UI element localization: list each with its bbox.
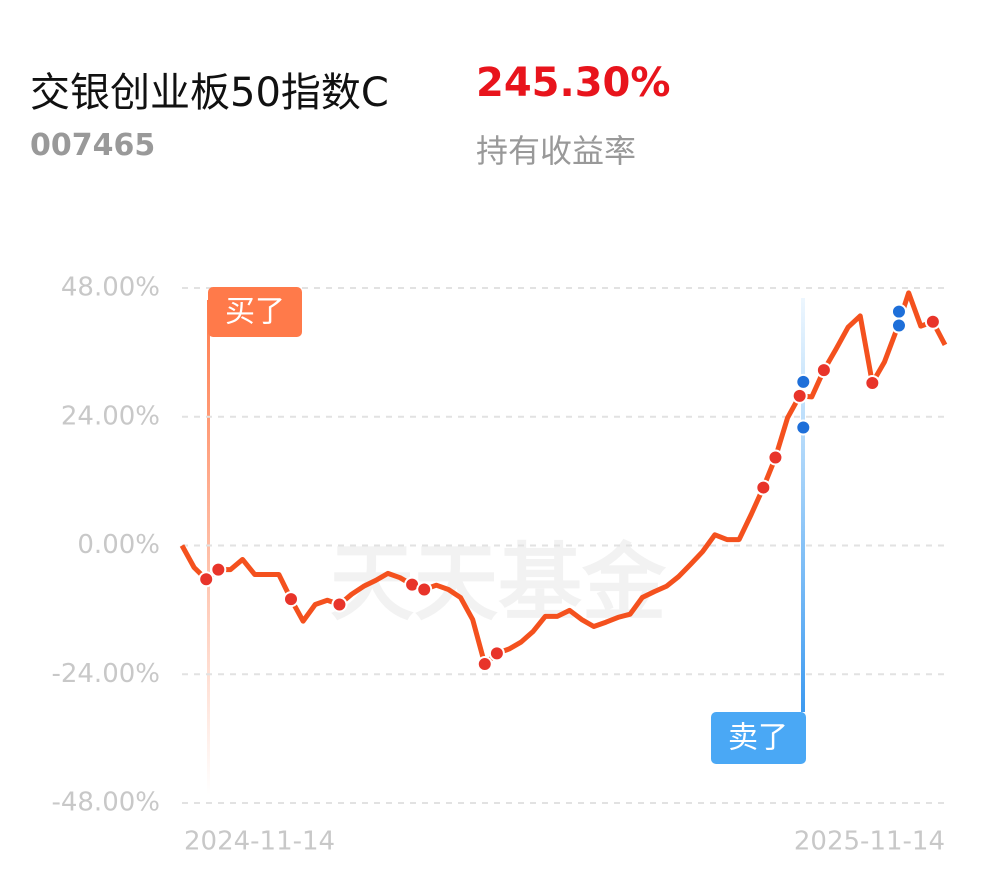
sell-label: 卖了 (728, 721, 788, 756)
buy-dot (488, 645, 505, 662)
y-tick-label: 24.00% (61, 401, 160, 431)
buy-dot (416, 581, 433, 598)
sell-dot (890, 303, 907, 320)
x-tick-label: 2025-11-14 (794, 827, 945, 857)
buy-dot (198, 571, 215, 588)
buy-dot (815, 362, 832, 379)
buy-dot (331, 596, 348, 613)
buy-dot (864, 374, 881, 391)
buy-dot (755, 479, 772, 496)
y-tick-label: 0.00% (77, 530, 160, 560)
sell-line (801, 298, 805, 712)
y-tick-label: 48.00% (61, 273, 160, 303)
sell-dot (890, 317, 907, 334)
sell-dot (795, 419, 812, 436)
holding-return-label: 持有收益率 (476, 132, 637, 170)
buy-dot (791, 387, 808, 404)
fund-name: 交银创业板50指数C (30, 70, 389, 116)
buy-dot (767, 449, 784, 466)
sell-badge (711, 712, 806, 764)
buy-dot (283, 591, 299, 608)
line (179, 290, 948, 667)
buy-dot (210, 561, 227, 578)
buy-line (207, 300, 210, 795)
y-tick-label: -24.00% (51, 659, 160, 689)
buy-dot (476, 656, 493, 673)
x-tick-label: 2024-11-14 (184, 827, 335, 857)
holding-return: 245.30% (476, 60, 671, 106)
y-tick-label: -48.00% (51, 788, 160, 818)
buy-dot (924, 313, 941, 330)
watermark: 天天基金 (330, 533, 667, 632)
buy-label: 买了 (225, 295, 285, 330)
buy-badge (208, 287, 302, 337)
sell-dot (795, 373, 812, 390)
fund-code: 007465 (30, 128, 156, 163)
